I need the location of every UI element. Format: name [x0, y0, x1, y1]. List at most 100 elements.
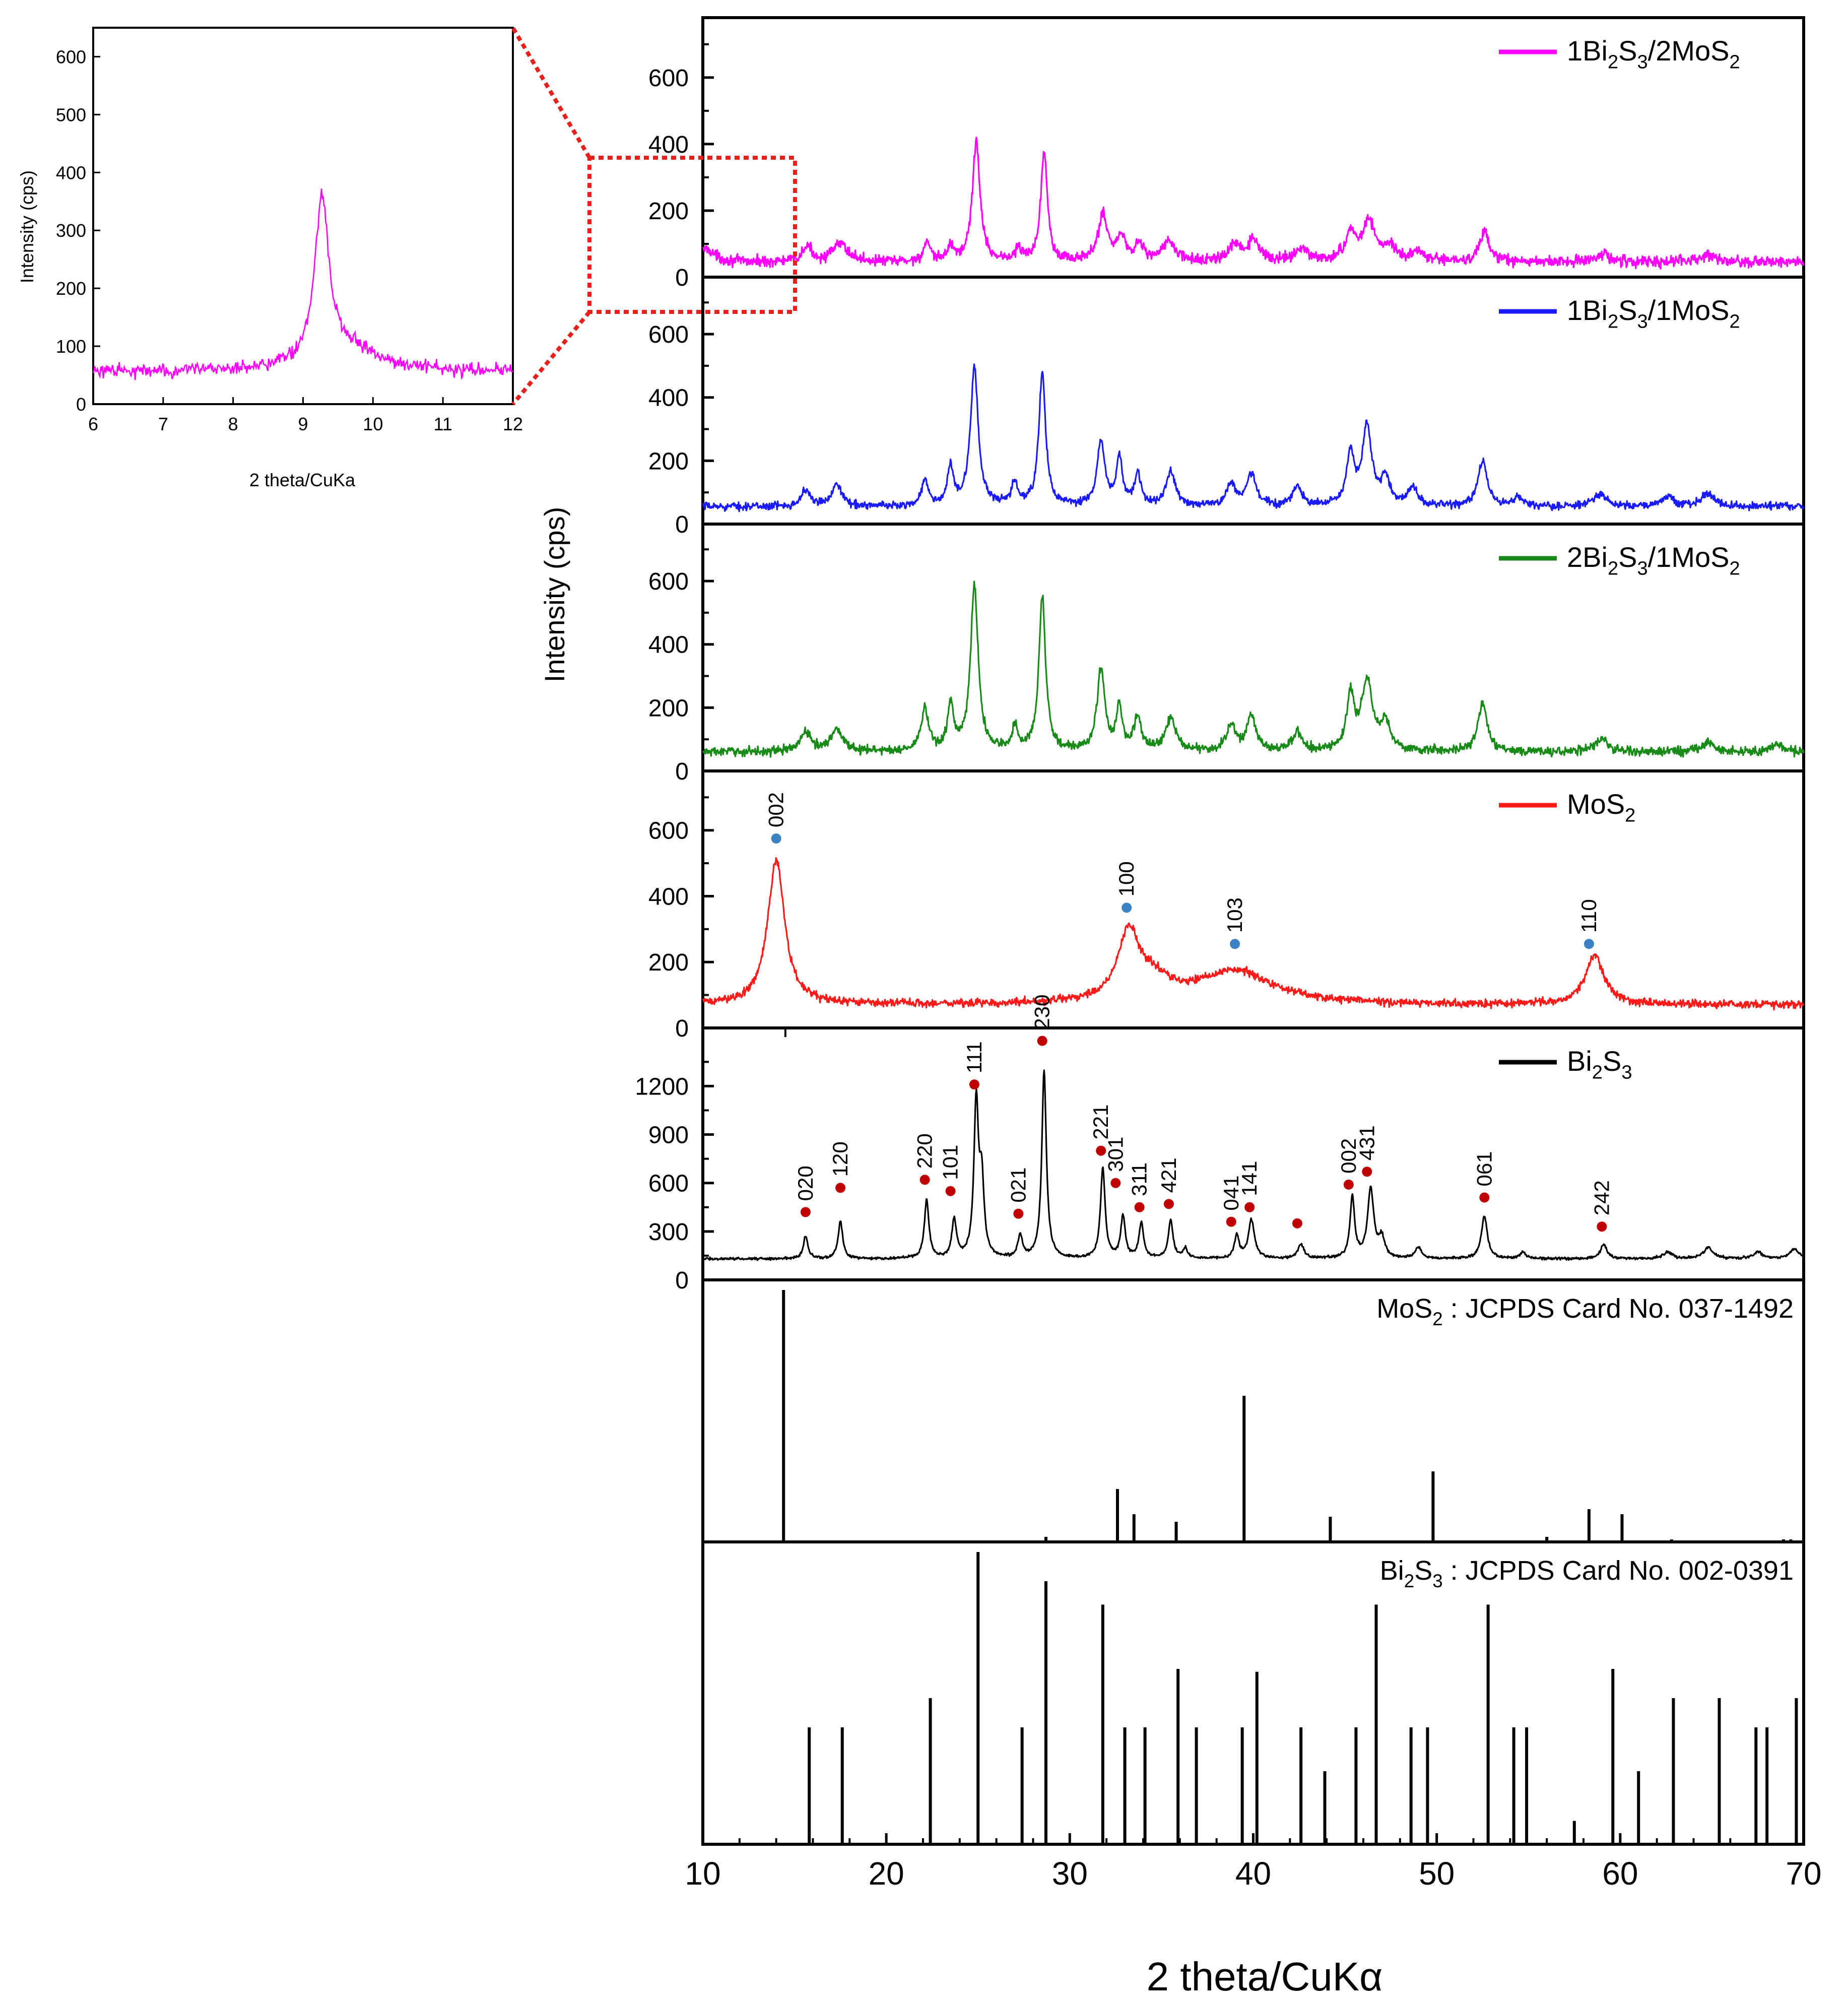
legend-label: 1Bi2S3/1MoS2	[1567, 294, 1740, 333]
panel-2Bi2S3-1MoS2: 0 200 400 600 2Bi2S3/1MoS2	[648, 523, 1805, 785]
peak-index-label: 230	[1030, 995, 1054, 1030]
inset-y-tick-label: 0	[76, 394, 86, 415]
inset-chart: 0 100 200 300 400 500 600 6 7 8 9 10 11 12	[56, 27, 523, 434]
peak-marker-dot	[1230, 939, 1240, 949]
y-tick-label: 300	[648, 1219, 689, 1246]
y-tick-label: 400	[648, 883, 689, 910]
peak-marker-dot	[1163, 1199, 1174, 1209]
peak-marker-dot	[771, 833, 781, 844]
peak-index-label: 061	[1472, 1151, 1496, 1186]
y-tick-label: 0	[675, 758, 689, 785]
inset-x-tick-label: 9	[298, 414, 308, 434]
peak-index-label: 101	[939, 1145, 962, 1180]
series-line-2Bi2S3-1MoS2	[702, 580, 1805, 758]
panel-MoS2: 0 200 400 600 MoS2 002 100 103 110	[648, 769, 1805, 1042]
peak-marker-dot	[835, 1183, 846, 1193]
peak-index-label: 221	[1089, 1105, 1112, 1140]
peak-index-label: 002	[764, 792, 788, 827]
panel-1Bi2S3-2MoS2: 0 200 400 600 1Bi2S3/2MoS2	[648, 35, 1805, 291]
inset-x-tick-label: 10	[363, 414, 383, 434]
x-tick-label: 50	[1419, 1855, 1455, 1892]
y-tick-label: 600	[648, 1171, 689, 1197]
panel-1Bi2S3-1MoS2: 0 200 400 600 1Bi2S3/1MoS2	[648, 276, 1805, 538]
y-tick-label: 900	[648, 1122, 689, 1149]
inset-y-tick-label: 500	[56, 104, 86, 125]
peak-marker-dot	[1362, 1167, 1372, 1177]
x-tick-label: 20	[869, 1855, 904, 1892]
y-tick-label: 1200	[635, 1073, 689, 1100]
peak-marker-dot	[1110, 1178, 1121, 1188]
y-tick-label: 0	[675, 1015, 689, 1042]
series-line-Bi2S3	[702, 1069, 1804, 1261]
series-line-1Bi2S3-2MoS2	[702, 137, 1805, 270]
peak-index-label: 020	[794, 1166, 817, 1201]
inset-series-line	[92, 188, 513, 380]
y-tick-label: 0	[675, 511, 689, 538]
peak-marker-dot	[1121, 902, 1132, 913]
y-tick-label: 0	[675, 265, 689, 291]
card-label: Bi2S3 : JCPDS Card No. 002-0391	[1380, 1556, 1794, 1591]
y-tick-label: 600	[648, 65, 689, 92]
peak-marker-dot	[945, 1186, 956, 1196]
inset-y-tick-label: 200	[56, 278, 86, 299]
peak-index-label: 301	[1103, 1137, 1127, 1172]
inset-y-axis-title: Intensity (cps)	[17, 170, 37, 283]
peak-marker-dot	[1013, 1208, 1024, 1219]
peak-index-label: 021	[1006, 1168, 1030, 1203]
peak-index-label: 103	[1223, 897, 1246, 933]
zoom-line-top	[511, 26, 591, 159]
y-tick-label: 200	[648, 949, 689, 976]
x-tick-label: 30	[1052, 1855, 1088, 1892]
peak-marker-dot	[1226, 1216, 1236, 1227]
legend-label: 1Bi2S3/2MoS2	[1567, 35, 1740, 73]
inset-x-tick-label: 12	[503, 414, 523, 434]
series-line-1Bi2S3-1MoS2	[702, 363, 1805, 512]
inset-x-tick-label: 8	[228, 414, 238, 434]
peak-index-label: 311	[1128, 1162, 1151, 1196]
legend-label: MoS2	[1567, 788, 1635, 826]
y-tick-label: 200	[648, 198, 689, 225]
peak-index-label: 110	[1577, 899, 1601, 933]
panel-Bi2S3: 0 300 600 900 1200 Bi2S3 020 120 220 101 111 021 230…	[635, 995, 1804, 1294]
legend-label: Bi2S3	[1567, 1045, 1632, 1083]
inset-x-tick-label: 7	[158, 414, 168, 434]
peak-marker-dot	[1037, 1036, 1047, 1046]
peak-index-label: 100	[1114, 861, 1138, 896]
card-label: MoS2 : JCPDS Card No. 037-1492	[1376, 1294, 1794, 1329]
series-line-MoS2	[702, 857, 1805, 1011]
peak-index-label: 421	[1157, 1157, 1180, 1193]
x-tick-label: 60	[1602, 1855, 1638, 1892]
y-tick-label: 600	[648, 321, 689, 348]
x-axis-title: 2 theta/CuKα	[1147, 1954, 1383, 1999]
peak-marker-dot	[1292, 1218, 1302, 1229]
peak-index-label: 242	[1590, 1180, 1613, 1215]
peak-index-label: 111	[962, 1041, 986, 1073]
peak-marker-dot	[1583, 939, 1594, 949]
peak-marker-dot	[1096, 1145, 1106, 1156]
inset-x-tick-label: 6	[88, 414, 98, 434]
legend-label: 2Bi2S3/1MoS2	[1567, 541, 1740, 579]
y-tick-label: 400	[648, 385, 689, 412]
inset-y-tick-label: 300	[56, 220, 86, 241]
inset-y-tick-label: 100	[56, 336, 86, 357]
peak-marker-dot	[1479, 1192, 1490, 1203]
y-tick-label: 200	[648, 695, 689, 722]
inset-y-tick-label: 600	[56, 46, 86, 67]
zoom-indicator	[511, 26, 797, 406]
peak-index-label: 041	[1219, 1176, 1243, 1211]
peak-index-label: 431	[1355, 1125, 1378, 1160]
inset-frame	[92, 27, 514, 405]
peak-marker-dot	[969, 1079, 979, 1090]
card-Bi2S3-card: Bi2S3 : JCPDS Card No. 002-0391	[703, 1540, 1804, 1844]
y-axis-title: Intensity (cps)	[539, 507, 570, 683]
y-tick-label: 400	[648, 632, 689, 659]
peak-marker-dot	[1597, 1221, 1607, 1232]
y-tick-label: 400	[648, 132, 689, 158]
peak-marker-dot	[919, 1175, 930, 1185]
peak-index-label: 220	[913, 1133, 937, 1169]
y-tick-label: 600	[648, 818, 689, 845]
inset-x-axis-title: 2 theta/CuKa	[249, 470, 356, 490]
peak-marker-dot	[1134, 1202, 1145, 1212]
zoom-line-bottom	[511, 310, 591, 406]
